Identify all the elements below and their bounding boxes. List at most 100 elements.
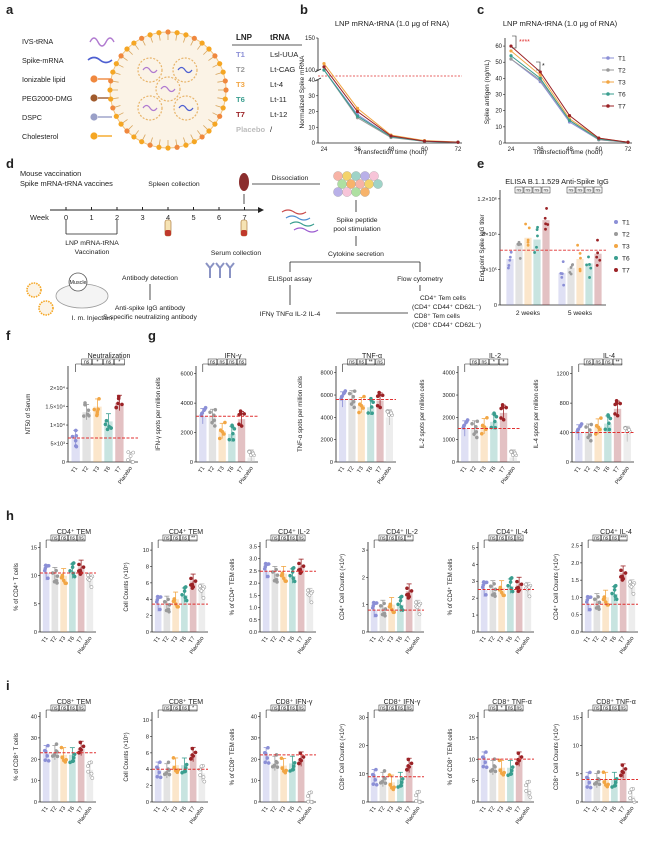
lipid-tail	[175, 139, 178, 146]
sig-box	[279, 704, 288, 712]
x-tick-label: T3	[601, 806, 610, 815]
bar-T1	[584, 779, 592, 802]
data-point	[483, 580, 488, 585]
y-tick-label: 1000	[443, 438, 455, 444]
data-point	[492, 581, 496, 586]
bar-T7	[613, 408, 622, 462]
data-point	[586, 435, 590, 440]
lipid-head	[174, 144, 180, 150]
series-point-T7	[389, 134, 393, 138]
week-number: 4	[166, 213, 170, 222]
data-point	[610, 591, 614, 596]
series-point-T3	[355, 106, 360, 110]
data-point	[629, 787, 634, 792]
data-point	[595, 255, 599, 259]
sig-box	[497, 704, 506, 712]
y-axis-label: TNF-α spots per million cells	[298, 376, 304, 452]
cd8-markers: (CD8⁺ CD44⁺ CD62L⁻)	[412, 322, 481, 329]
bar-T7	[115, 402, 124, 462]
y-tick-label: 0	[146, 800, 149, 806]
series-point-T7	[355, 109, 360, 114]
data-point	[157, 770, 162, 775]
sig-box	[188, 704, 198, 712]
lipid-tail	[142, 39, 146, 46]
sig-box	[114, 358, 125, 366]
sig-box	[469, 358, 480, 366]
y-tick-label: 1	[472, 613, 475, 619]
bar-T2	[348, 398, 356, 462]
lipid-tail	[114, 72, 121, 75]
table-header: tRNA	[270, 33, 290, 42]
data-point	[198, 584, 202, 588]
significance-label: ns	[281, 536, 287, 542]
sig-box	[618, 534, 628, 542]
data-point	[272, 763, 277, 768]
x-tick-label: T1	[574, 466, 583, 475]
lipid-tail	[197, 44, 202, 50]
data-point	[578, 251, 582, 255]
series-line-T1	[323, 69, 459, 143]
series-line-T3	[510, 50, 629, 143]
y-tick-label: 10	[469, 757, 475, 763]
x-tick-label: 72	[625, 147, 632, 153]
data-point	[193, 750, 198, 755]
data-point	[378, 405, 383, 410]
y-tick-label: 1	[362, 603, 365, 609]
bar-T6	[181, 765, 188, 802]
data-point	[349, 402, 354, 406]
panel-letter-g: g	[148, 328, 156, 343]
bar-T2	[163, 603, 171, 632]
week-number: 7	[242, 213, 246, 222]
significance-label: ns	[398, 536, 404, 542]
data-point	[533, 251, 536, 254]
x-tick-label: T3	[93, 466, 102, 475]
significance-label: ns	[70, 536, 76, 542]
data-point	[81, 565, 86, 569]
lipid-tail	[117, 64, 124, 68]
series-line-T6	[510, 55, 629, 143]
bar-chart-i3: 0 10 20 30 40 CD8⁺ IFN-γ % of CD8⁺ TEM cells T1…	[229, 699, 316, 826]
muscle-magnifier-icon	[68, 272, 88, 292]
sig-box	[81, 358, 92, 366]
data-point	[373, 777, 378, 782]
x-tick-label: T1	[479, 806, 488, 815]
y-tick-label: 2	[146, 614, 149, 620]
data-point	[510, 589, 515, 594]
y-axis-label: % of CD4⁺ TEM cells	[447, 559, 454, 616]
data-point	[180, 592, 184, 597]
significance-label: ns	[406, 706, 412, 712]
antibody-icon	[225, 262, 235, 278]
x-tick-label: T6	[287, 636, 296, 645]
legend-marker	[614, 244, 618, 248]
data-point	[275, 580, 279, 584]
data-point	[71, 571, 76, 576]
series-point-T7	[422, 139, 427, 143]
bar-T2	[584, 431, 593, 462]
y-tick-label: 6000	[321, 393, 333, 399]
bar-T1	[370, 776, 378, 802]
data-point	[306, 794, 310, 798]
data-point	[70, 561, 75, 566]
neutralizing-antibody: S-specific neutralizing antibody	[103, 314, 197, 321]
significance-label: **	[369, 360, 373, 366]
data-point	[526, 240, 530, 244]
y-tick-label: 1.5	[249, 593, 257, 599]
x-tick-label: T7	[613, 466, 622, 475]
lipid-head	[147, 142, 153, 148]
y-tick-label: 100	[305, 68, 316, 74]
data-point	[465, 418, 470, 422]
x-tick-label: T6	[489, 466, 498, 475]
data-point	[623, 426, 628, 431]
y-tick-label: 10	[359, 772, 365, 778]
data-point	[595, 263, 599, 267]
bar-T3	[93, 406, 102, 462]
bar-T3	[280, 765, 287, 802]
line-chart-c: LNP mRNA-tRNA (1.0 μg of RNA) Transfectio…	[484, 19, 632, 156]
data-point	[509, 768, 514, 773]
lipid-head	[139, 35, 145, 41]
sig-box	[296, 704, 306, 712]
data-point	[43, 758, 48, 763]
data-point	[54, 742, 59, 746]
data-point	[352, 405, 357, 410]
